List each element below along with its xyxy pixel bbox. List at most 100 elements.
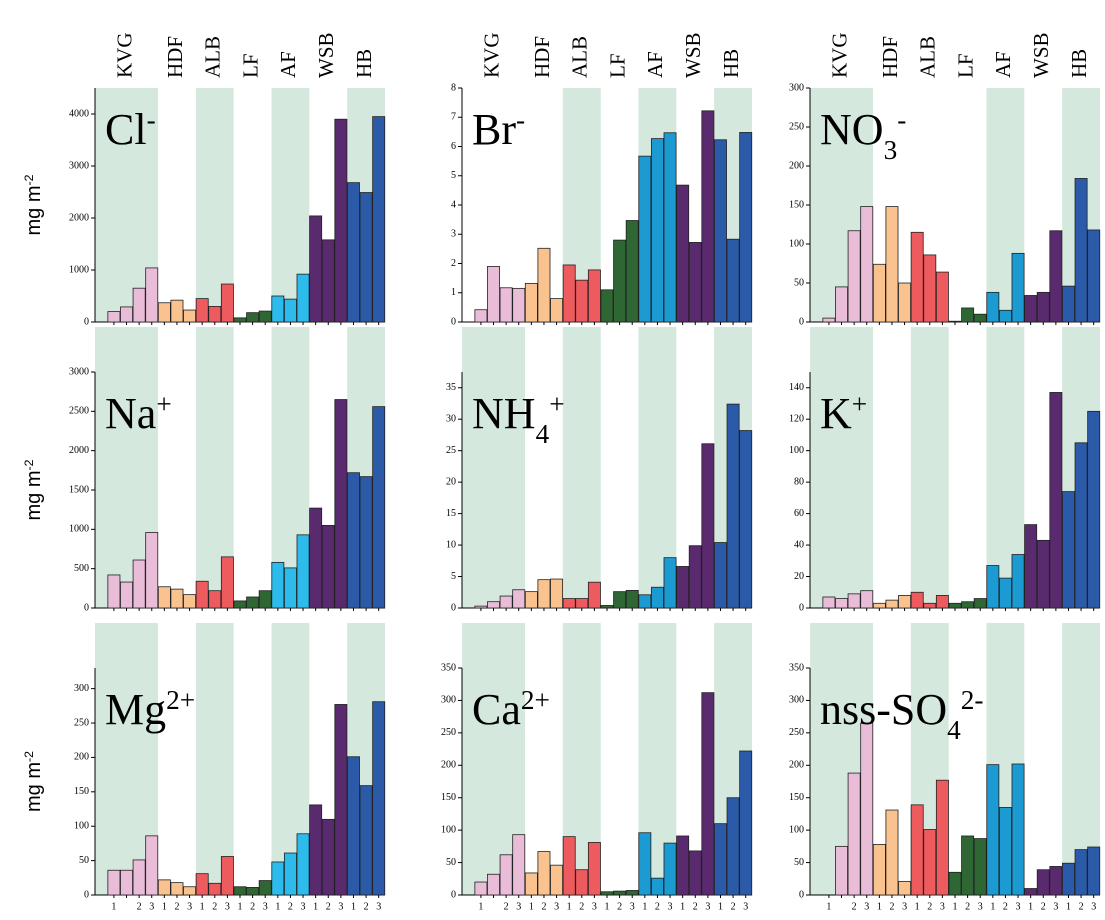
- y-tick-label: 2: [451, 258, 456, 269]
- bar: [296, 273, 310, 323]
- text-part: mg m: [23, 762, 45, 812]
- bar: [973, 313, 987, 323]
- bar: [625, 220, 639, 323]
- bar: [512, 834, 526, 896]
- bar: [923, 602, 937, 609]
- y-tick-label: 120: [789, 413, 804, 424]
- bar: [309, 507, 323, 609]
- text-part: -2: [22, 751, 36, 762]
- bar: [258, 590, 272, 609]
- group-label: ALB: [201, 36, 225, 78]
- bar: [309, 215, 323, 323]
- x-tick-label: 2: [288, 901, 293, 912]
- x-tick-label: 2: [541, 901, 546, 912]
- y-tick-label: 4: [451, 199, 456, 210]
- bar: [860, 722, 874, 896]
- bar: [474, 605, 488, 609]
- bar: [372, 406, 386, 609]
- bar: [145, 532, 159, 609]
- bar: [587, 269, 601, 323]
- x-tick-label: 1: [275, 901, 280, 912]
- shaded-band: [195, 623, 234, 895]
- x-tick-label: 1: [567, 901, 572, 912]
- bar: [359, 785, 373, 896]
- bar: [359, 192, 373, 323]
- bar: [973, 598, 987, 609]
- bar: [575, 869, 589, 896]
- bar: [550, 298, 564, 323]
- bar: [550, 864, 564, 896]
- y-tick-label: 0: [84, 889, 89, 900]
- y-tick-label: 200: [789, 160, 804, 171]
- y-tick-label: 5: [451, 571, 456, 582]
- shaded-band: [910, 327, 949, 608]
- y-tick-label: 0: [84, 316, 89, 327]
- y-tick-label: 5: [451, 170, 456, 181]
- bar: [246, 312, 260, 323]
- y-tick-label: 35: [446, 382, 456, 393]
- text-part: 4: [536, 419, 550, 449]
- y-tick-label: 0: [84, 602, 89, 613]
- y-tick-label: 0: [799, 316, 804, 327]
- x-tick-label: 2: [504, 901, 509, 912]
- text-part: +: [852, 389, 867, 419]
- bar: [910, 804, 924, 896]
- bar: [499, 854, 513, 896]
- bar: [208, 882, 222, 896]
- bar: [910, 591, 924, 609]
- x-tick-label: 1: [111, 901, 116, 912]
- group-label: HB: [719, 49, 743, 78]
- bar: [487, 873, 500, 896]
- bar: [107, 869, 121, 896]
- bar: [986, 565, 1000, 609]
- x-tick-label: 2: [137, 901, 142, 912]
- y-tick-label: 300: [789, 695, 804, 706]
- y-tick-label: 0: [451, 316, 456, 327]
- panel-title: Ca2+: [472, 685, 550, 734]
- x-tick-label: 3: [338, 901, 343, 912]
- bar: [157, 302, 171, 323]
- y-tick-label: 40: [794, 539, 804, 550]
- bar: [998, 577, 1012, 609]
- bar: [835, 598, 848, 609]
- bar: [296, 534, 310, 609]
- bar: [1011, 252, 1025, 323]
- text-part: 2-: [961, 685, 984, 715]
- bar: [650, 586, 664, 609]
- y-tick-label: 100: [789, 824, 804, 835]
- bar: [688, 850, 702, 896]
- bar: [372, 701, 386, 896]
- y-tick-label: 1: [451, 287, 456, 298]
- group-label: WSB: [681, 32, 705, 78]
- bar: [258, 880, 272, 896]
- group-label: KVG: [479, 33, 503, 79]
- y-tick-label: 300: [789, 82, 804, 93]
- bar: [1087, 410, 1101, 609]
- bar: [183, 309, 197, 323]
- x-tick-label: 3: [1053, 901, 1058, 912]
- bar: [1024, 888, 1038, 896]
- shaded-band: [462, 327, 526, 608]
- y-tick-label: 250: [789, 727, 804, 738]
- y-tick-label: 100: [441, 824, 456, 835]
- y-tick-label: 3000: [69, 366, 89, 377]
- text-part: +: [549, 389, 564, 419]
- bar: [847, 593, 861, 609]
- bar: [157, 879, 171, 896]
- y-tick-label: 3000: [69, 160, 89, 171]
- bar: [986, 291, 1000, 323]
- bar: [860, 590, 874, 609]
- bar: [258, 310, 272, 323]
- bar: [872, 263, 886, 323]
- y-tick-label: 0: [799, 602, 804, 613]
- bar: [145, 835, 159, 896]
- bar: [474, 881, 488, 896]
- x-tick-label: 3: [978, 901, 983, 912]
- bar: [170, 588, 184, 609]
- group-label: LF: [238, 53, 262, 78]
- x-tick-label: 3: [225, 901, 230, 912]
- x-tick-label: 1: [351, 901, 356, 912]
- text-part: NO: [820, 105, 884, 154]
- bar: [986, 764, 1000, 896]
- bar: [872, 844, 886, 896]
